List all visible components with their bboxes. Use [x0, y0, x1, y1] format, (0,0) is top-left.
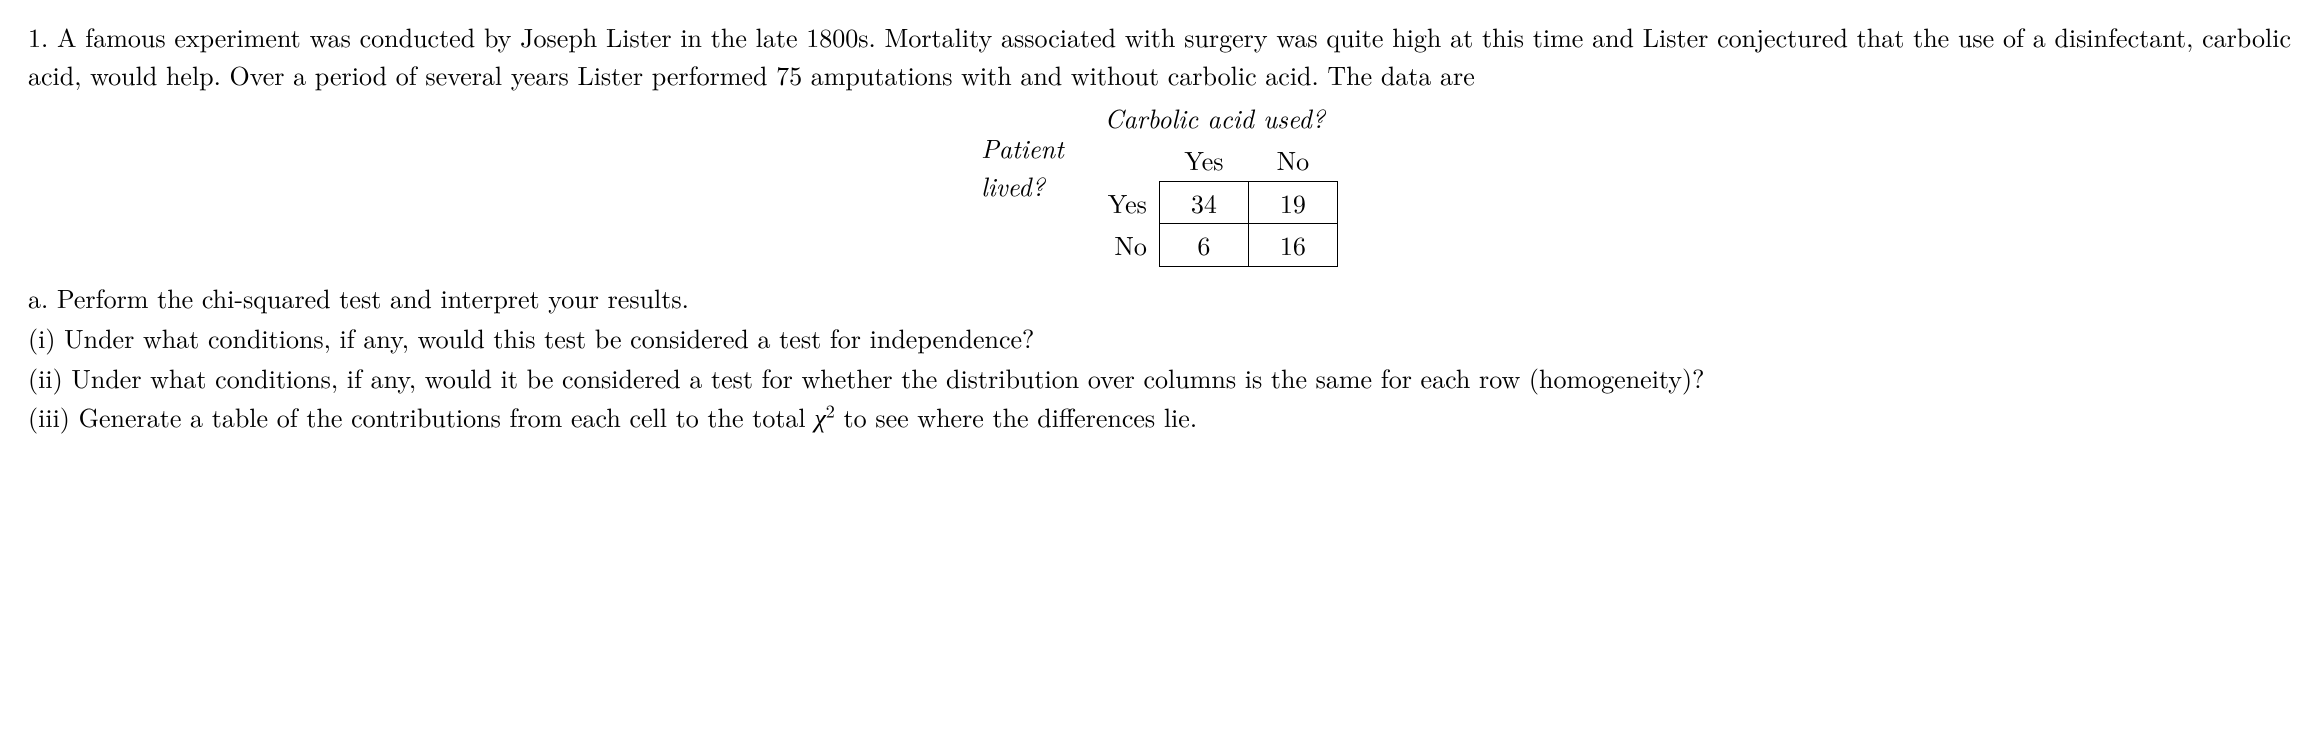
table-wrap: Carbolic acid used? Yes No Yes 34 19 No …: [1092, 99, 1338, 267]
table-row: No 6 16: [1092, 224, 1338, 267]
part-a: a. Perform the chi-squared test and inte…: [28, 279, 2291, 317]
row-label-line1: Patient: [981, 129, 1064, 167]
part-a-text: Perform the chi-squared test and interpr…: [57, 279, 689, 316]
row-header-yes: Yes: [1092, 181, 1160, 224]
cell-yes-yes: 34: [1159, 181, 1248, 224]
cell-no-no: 16: [1248, 224, 1337, 267]
part-ii: (ii) Under what conditions, if any, woul…: [28, 359, 2291, 397]
row-header-no: No: [1092, 224, 1160, 267]
part-i-label: (i): [28, 319, 55, 356]
data-table-area: Patient lived? Carbolic acid used? Yes N…: [28, 99, 2291, 267]
chi-squared-exponent: 2: [826, 398, 835, 424]
col-header-no: No: [1248, 139, 1337, 181]
question-number: 1.: [28, 18, 48, 55]
table-row: Yes 34 19: [1092, 181, 1338, 224]
part-iii: (iii) Generate a table of the contributi…: [28, 398, 2291, 436]
part-ii-label: (ii): [28, 359, 63, 396]
cell-yes-no: 19: [1248, 181, 1337, 224]
table-super-header: Carbolic acid used?: [1105, 99, 1325, 137]
question-intro: 1. A famous experiment was conducted by …: [28, 18, 2291, 93]
table-layout: Patient lived? Carbolic acid used? Yes N…: [981, 99, 1338, 267]
part-a-label: a.: [28, 279, 48, 316]
subparts: a. Perform the chi-squared test and inte…: [28, 279, 2291, 436]
table-header-row: Yes No: [1092, 139, 1338, 181]
row-label-line2: lived?: [981, 167, 1045, 205]
part-ii-text: Under what conditions, if any, would it …: [71, 359, 1704, 396]
col-header-yes: Yes: [1159, 139, 1248, 181]
chi-symbol: χ: [814, 398, 825, 435]
part-iii-label: (iii): [28, 398, 70, 435]
part-i-text: Under what conditions, if any, would thi…: [64, 319, 1034, 356]
part-i: (i) Under what conditions, if any, would…: [28, 319, 2291, 357]
part-iii-pre: Generate a table of the contributions fr…: [79, 398, 815, 435]
part-iii-post: to see where the differences lie.: [835, 398, 1197, 435]
intro-text: A famous experiment was conducted by Jos…: [28, 18, 2291, 93]
table-corner-blank: [1092, 139, 1160, 181]
row-label-block: Patient lived?: [981, 129, 1064, 204]
contingency-table: Yes No Yes 34 19 No 6 16: [1092, 139, 1338, 267]
cell-no-yes: 6: [1159, 224, 1248, 267]
